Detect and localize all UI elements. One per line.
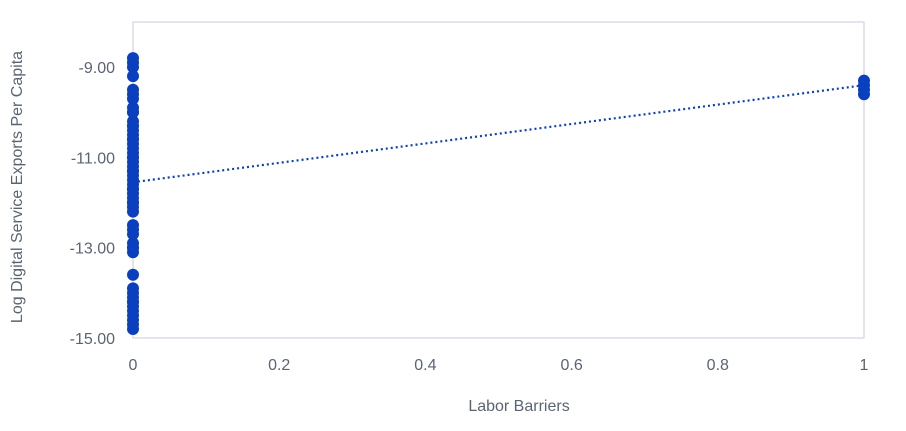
x-tick-label: 0.4 <box>414 357 436 374</box>
x-tick-labels: 0 0.2 0.4 0.6 0.8 1 <box>129 357 869 374</box>
y-tick-label: -11.00 <box>71 150 115 167</box>
x-tick-label: 1 <box>860 357 869 374</box>
y-tick-label: -15.00 <box>70 331 115 348</box>
y-tick-label: -9.00 <box>79 60 116 77</box>
data-point <box>127 295 139 308</box>
y-tick-labels: -9.00 -11.00 -13.00 -15.00 <box>70 60 115 348</box>
trendline-layer <box>132 84 865 184</box>
data-point <box>127 241 139 254</box>
data-point <box>127 205 139 218</box>
data-point <box>127 70 139 83</box>
data-point <box>127 196 139 209</box>
data-point <box>127 106 139 119</box>
data-point <box>127 92 139 105</box>
data-point <box>127 151 139 164</box>
x-tick-label: 0 <box>129 357 138 374</box>
data-point <box>127 322 139 335</box>
y-tick-label: -13.00 <box>70 241 115 258</box>
data-point <box>127 164 139 177</box>
data-point <box>127 133 139 146</box>
x-tick-label: 0.6 <box>560 357 582 374</box>
x-tick-label: 0.2 <box>268 357 290 374</box>
data-point <box>127 228 139 241</box>
data-point <box>127 61 139 74</box>
data-point <box>127 268 139 281</box>
points-layer <box>127 52 870 335</box>
data-point <box>127 183 139 196</box>
x-tick-label: 0.8 <box>707 357 729 374</box>
x-axis-title: Labor Barriers <box>468 398 569 415</box>
data-point <box>127 119 139 132</box>
trendline <box>132 84 865 184</box>
y-axis-title: Log Digital Service Exports Per Capita <box>9 51 26 323</box>
plot-frame <box>132 21 865 339</box>
data-point <box>858 88 870 101</box>
